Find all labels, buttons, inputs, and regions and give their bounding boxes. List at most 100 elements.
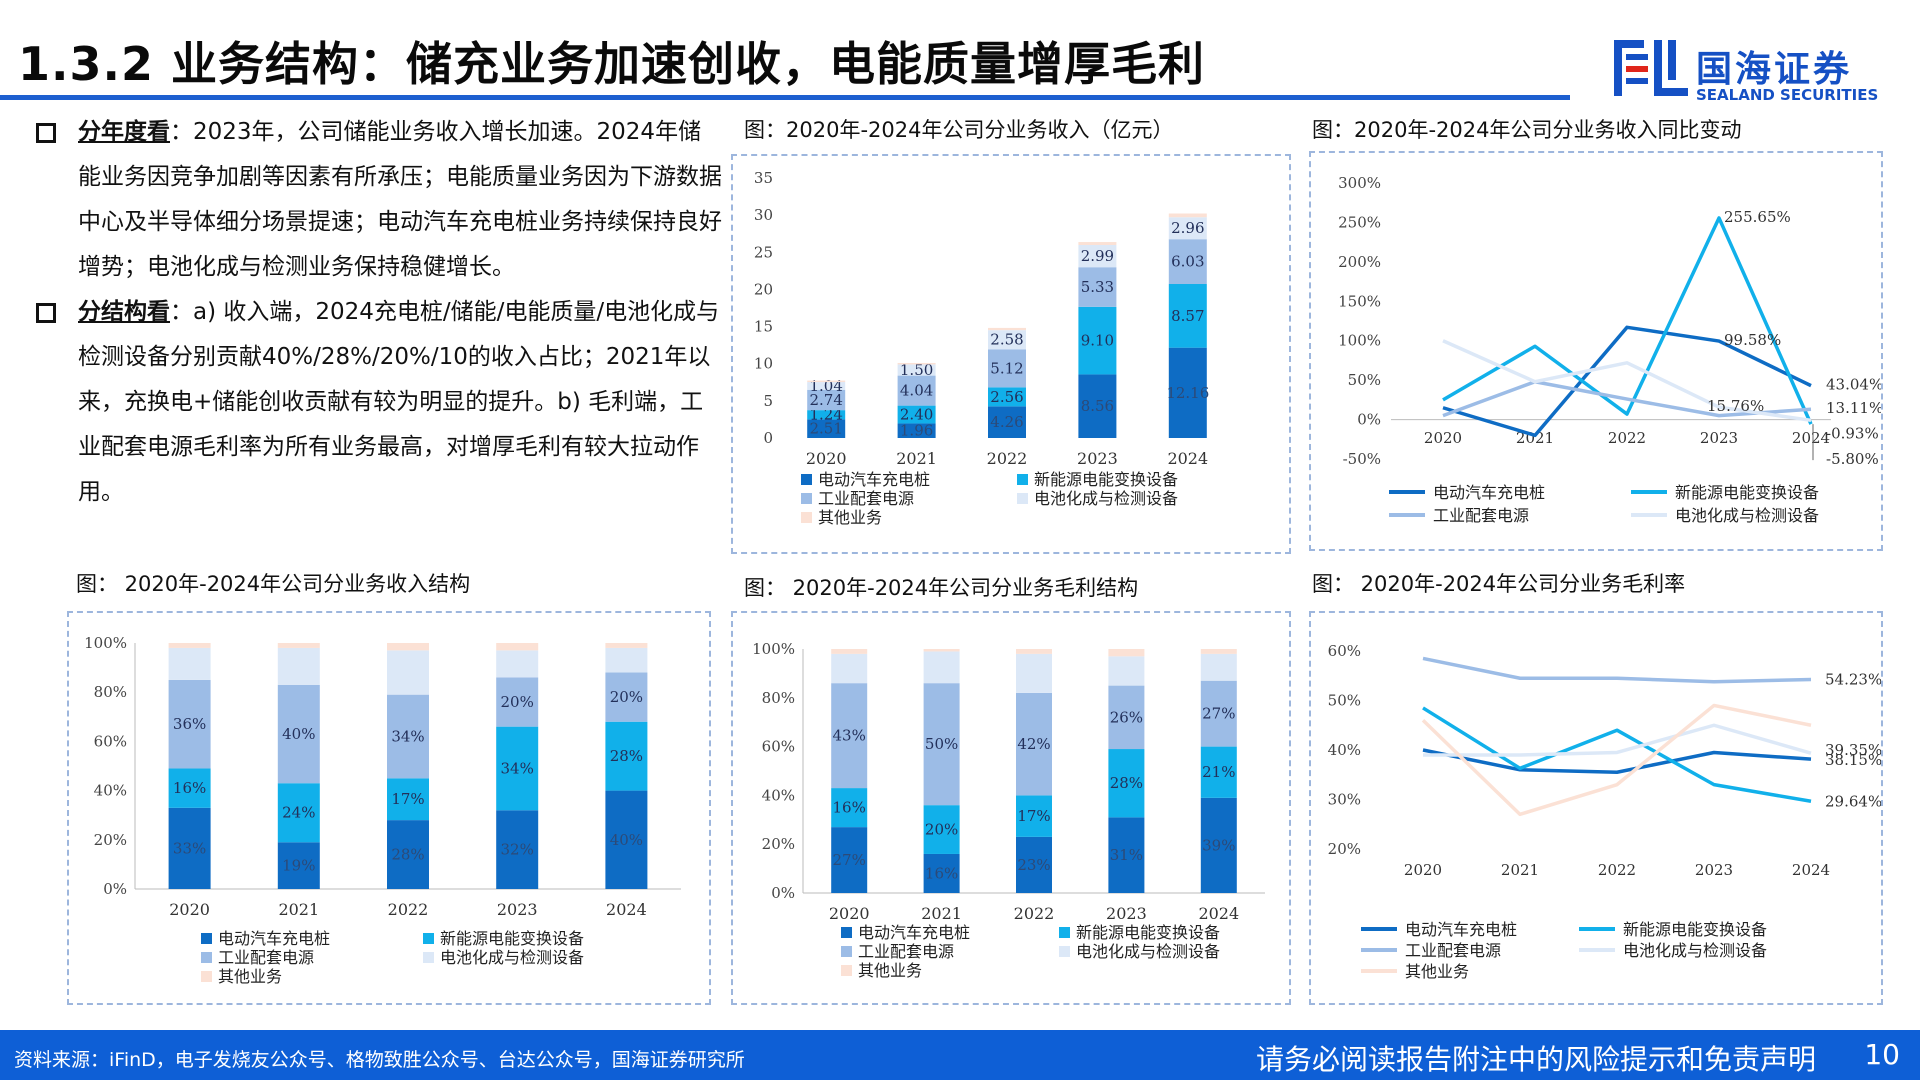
data-label: 2.99	[1081, 247, 1114, 265]
y-tick-label: 100%	[752, 640, 795, 658]
legend-swatch	[423, 933, 434, 944]
bar-segment	[168, 643, 211, 648]
y-tick-label: 80%	[94, 683, 127, 701]
y-tick-label: 40%	[762, 786, 795, 804]
data-label: 21%	[1202, 763, 1235, 781]
bar-segment	[605, 790, 648, 889]
figure-title-revenue: 图：2020年-2024年公司分业务收入（亿元）	[744, 118, 1174, 142]
legend-label: 工业配套电源	[1405, 941, 1501, 960]
legend-label: 工业配套电源	[818, 489, 914, 508]
data-annotation: 29.64%	[1825, 792, 1881, 810]
bar-segment	[387, 694, 429, 779]
bar-segment	[1016, 692, 1052, 796]
y-tick-label: 300%	[1338, 174, 1381, 192]
data-label: 20%	[610, 688, 643, 706]
bar-segment	[988, 327, 1026, 331]
bar-segment	[923, 853, 960, 893]
revenue-stacked-bar-chart: 051015202530352.511.242.741.0420201.962.…	[754, 169, 1209, 527]
data-label: 34%	[391, 727, 424, 745]
legend-label: 电池化成与检测设备	[1623, 941, 1767, 960]
bar-segment	[988, 406, 1026, 438]
bar-segment	[168, 768, 211, 808]
y-tick-label: 25	[754, 243, 773, 261]
bar-segment	[168, 679, 211, 769]
sealand-logo-icon	[1614, 40, 1688, 96]
y-tick-label: 60%	[94, 732, 127, 750]
bar-segment	[807, 380, 846, 383]
footer-source: 资料来源：iFinD，电子发烧友公众号、格物致胜公众号、台达公众号，国海证券研究…	[14, 1049, 745, 1071]
bar-segment	[1108, 649, 1145, 657]
bar-segment	[496, 810, 539, 889]
bar-segment	[923, 649, 960, 652]
bar-segment	[1016, 836, 1052, 893]
logo-chinese-name: 国海证券	[1696, 49, 1853, 90]
series-line	[1422, 748, 1812, 775]
bar-segment	[277, 684, 320, 784]
data-label: 2.96	[1171, 219, 1204, 237]
bar-segment	[807, 382, 846, 390]
legend-label: 电池化成与检测设备	[1076, 942, 1220, 961]
bar-segment	[277, 783, 320, 843]
legend-swatch	[1017, 474, 1028, 485]
figure-title-gp-structure: 图： 2020年-2024年公司分业务毛利结构	[744, 576, 1139, 600]
series-line	[1422, 656, 1812, 684]
data-label: 4.04	[900, 382, 933, 400]
data-label: 33%	[173, 839, 206, 857]
x-tick-label: 2022	[987, 449, 1028, 468]
y-tick-label: -50%	[1343, 450, 1381, 468]
data-label: 32%	[501, 841, 534, 859]
figure-title-yoy: 图：2020年-2024年公司分业务收入同比变动	[1312, 118, 1742, 142]
y-tick-label: 0%	[1357, 411, 1381, 429]
y-tick-label: 0%	[771, 884, 795, 902]
x-tick-label: 2020	[1424, 429, 1462, 447]
legend-label: 电池化成与检测设备	[440, 948, 584, 967]
bar-segment	[923, 683, 960, 806]
data-label: 28%	[391, 846, 424, 864]
bar-segment	[1078, 267, 1117, 307]
series-line	[1442, 339, 1812, 423]
bar-segment	[988, 330, 1026, 350]
data-label: 28%	[610, 747, 643, 765]
bar-segment	[1078, 245, 1117, 268]
bar-segment	[387, 650, 429, 695]
data-label: 19%	[282, 857, 315, 875]
y-tick-label: 50%	[1328, 692, 1361, 710]
series-line	[1421, 703, 1812, 817]
legend-label: 电动汽车充电桩	[818, 470, 930, 489]
x-tick-label: 2023	[1077, 449, 1118, 468]
bullet-heading: 分年度看	[78, 119, 170, 145]
bar-segment	[605, 647, 648, 673]
bar-segment	[1168, 239, 1207, 285]
legend-label: 其他业务	[818, 508, 882, 527]
data-annotation: 99.58%	[1724, 331, 1781, 349]
figure-title-margin: 图： 2020年-2024年公司分业务毛利率	[1312, 572, 1686, 596]
data-label: 9.10	[1081, 332, 1114, 350]
legend-label: 工业配套电源	[218, 948, 314, 967]
y-tick-label: 80%	[762, 689, 795, 707]
legend-swatch	[423, 952, 434, 963]
data-annotation: -0.93%	[1826, 424, 1879, 442]
bar-segment	[1168, 284, 1207, 348]
brand-logo: 国海证券 SEALAND SECURITIES	[1612, 36, 1912, 106]
data-label: 28%	[1110, 774, 1143, 792]
data-label: 5.33	[1081, 278, 1114, 296]
checkbox-bullet-icon	[36, 303, 56, 323]
legend-label: 工业配套电源	[858, 942, 954, 961]
data-annotation: 43.04%	[1826, 376, 1881, 394]
y-tick-label: 0%	[103, 880, 127, 898]
data-label: 17%	[1017, 807, 1050, 825]
y-tick-label: 60%	[1328, 642, 1361, 660]
gross-profit-structure-chart: 0% 20% 40% 60% 80% 100% 27% 16% 43% 2020 16% 20% 50%…	[752, 640, 1265, 980]
x-tick-label: 2022	[388, 900, 429, 919]
data-label: 2.51	[809, 420, 842, 438]
bar-segment	[1168, 347, 1207, 438]
data-label: 20%	[501, 693, 534, 711]
legend-label: 其他业务	[218, 967, 282, 986]
bar-segment	[831, 788, 868, 828]
title-divider	[0, 95, 1570, 100]
bar-segment	[496, 643, 539, 651]
bar-segment	[1200, 653, 1237, 681]
legend-swatch	[801, 493, 812, 504]
bar-segment	[1016, 653, 1052, 693]
data-label: 4.26	[990, 413, 1023, 431]
